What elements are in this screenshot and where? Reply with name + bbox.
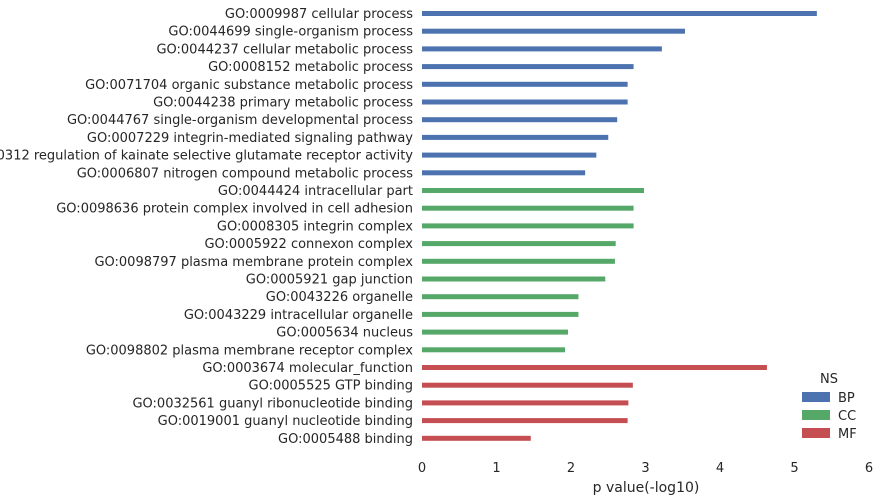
category-label: GO:0043229 intracellular organelle — [184, 308, 413, 323]
x-tick-label: 3 — [641, 461, 649, 476]
bar — [422, 276, 606, 282]
x-tick-label: 2 — [567, 461, 575, 476]
x-tick-label: 4 — [716, 461, 724, 476]
bar — [422, 134, 609, 140]
bar — [422, 152, 597, 158]
category-label: GO:0005525 GTP binding — [249, 379, 413, 394]
bar — [422, 418, 628, 424]
bar — [422, 64, 634, 70]
category-label: GO:0098636 protein complex involved in c… — [56, 202, 413, 217]
x-tick-label: 6 — [865, 461, 873, 476]
x-tick-label: 5 — [790, 461, 798, 476]
category-label: GO:0098797 plasma membrane protein compl… — [94, 255, 413, 270]
legend: NS BP CC MF — [802, 372, 857, 442]
category-label: GO:2000312 regulation of kainate selecti… — [0, 149, 413, 164]
bar — [422, 382, 633, 388]
bar — [422, 81, 628, 87]
category-labels-group: GO:0009987 cellular process GO:0044699 si… — [0, 7, 413, 447]
category-label: GO:0044767 single-organism developmental… — [67, 113, 413, 128]
bar — [422, 117, 618, 123]
category-label: GO:0005921 gap junction — [246, 273, 413, 288]
category-label: GO:0006807 nitrogen compound metabolic p… — [77, 166, 414, 181]
category-label: GO:0008305 integrin complex — [217, 219, 413, 234]
x-tick-labels-group: 0 1 2 3 4 5 6 — [418, 461, 873, 476]
legend-label: CC — [838, 409, 856, 424]
bar — [422, 99, 628, 105]
category-label: GO:0009987 cellular process — [225, 7, 413, 22]
category-label: GO:0044237 cellular metabolic process — [156, 42, 413, 57]
category-label: GO:0005488 binding — [278, 432, 413, 447]
category-label: GO:0007229 integrin-mediated signaling p… — [87, 131, 413, 146]
bar — [422, 170, 586, 176]
bar — [422, 11, 817, 16]
x-tick-label: 1 — [492, 461, 500, 476]
category-label: GO:0008152 metabolic process — [208, 60, 413, 75]
bar — [422, 188, 645, 193]
bars-group — [422, 11, 817, 441]
legend-label: BP — [838, 391, 855, 406]
category-label: GO:0071704 organic substance metabolic p… — [85, 78, 413, 93]
x-axis-title: p value(-log10) — [593, 480, 700, 496]
bar — [422, 205, 634, 211]
category-label: GO:0044699 single-organism process — [168, 25, 413, 40]
legend-label: MF — [838, 427, 857, 442]
bar — [422, 400, 629, 406]
category-label: GO:0043226 organelle — [266, 290, 413, 305]
bar — [422, 46, 662, 52]
bar — [422, 329, 569, 335]
category-label: GO:0005634 nucleus — [276, 326, 413, 341]
category-label: GO:0098802 plasma membrane receptor comp… — [86, 343, 413, 358]
bar — [422, 258, 615, 264]
category-label: GO:0044238 primary metabolic process — [153, 96, 413, 111]
bar — [422, 294, 579, 300]
category-label: GO:0005922 connexon complex — [204, 237, 413, 252]
x-tick-label: 0 — [418, 461, 426, 476]
bar — [422, 347, 566, 353]
bar — [422, 435, 531, 441]
bar — [422, 365, 767, 370]
legend-swatch — [802, 410, 830, 420]
bar — [422, 223, 634, 229]
bar — [422, 28, 685, 34]
bar — [422, 241, 616, 247]
legend-items: BP CC MF — [802, 391, 857, 442]
category-label: GO:0044424 intracellular part — [218, 184, 413, 199]
category-label: GO:0003674 molecular_function — [202, 361, 413, 376]
category-label: GO:0032561 guanyl ribonucleotide binding — [132, 396, 413, 411]
legend-title: NS — [820, 372, 838, 387]
category-label: GO:0019001 guanyl nucleotide binding — [158, 414, 413, 429]
legend-swatch — [802, 392, 830, 402]
legend-swatch — [802, 428, 830, 438]
bar — [422, 311, 579, 317]
